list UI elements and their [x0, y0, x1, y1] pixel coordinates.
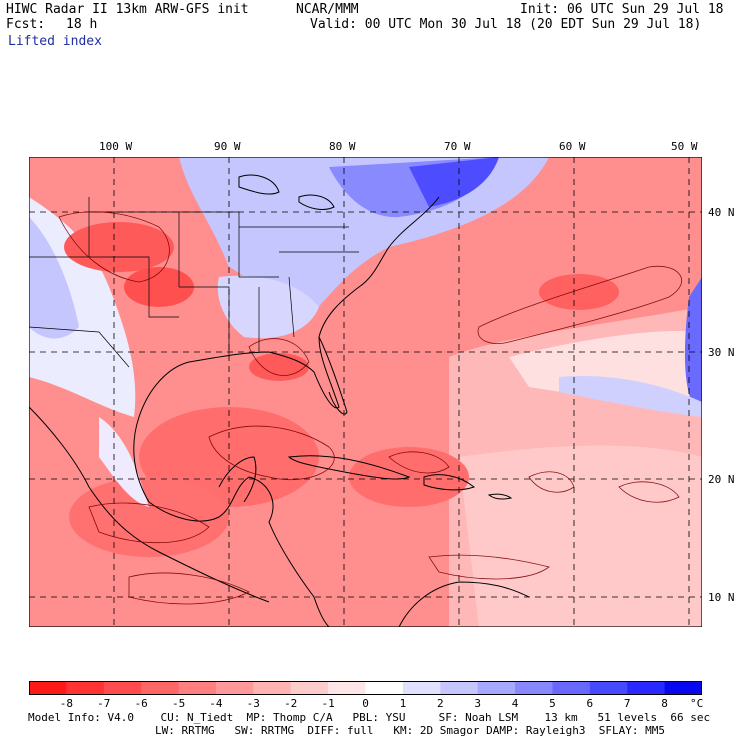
color-bar-segment — [215, 681, 254, 695]
color-bar-segment — [66, 681, 105, 695]
color-bar-segment — [440, 681, 479, 695]
org-label: NCAR/MMM — [296, 2, 359, 17]
color-bar-tick-label: -7 — [97, 697, 111, 710]
color-bar-tick-label: -4 — [209, 697, 223, 710]
color-bar-tick-label: 3 — [474, 697, 481, 710]
color-bar-tick-label: 7 — [623, 697, 631, 710]
color-bar-segment — [477, 681, 516, 695]
color-bar-segment — [290, 681, 329, 695]
color-bar-tick-label: 2 — [436, 697, 444, 710]
state-borders — [29, 197, 359, 368]
color-bar — [29, 681, 702, 695]
color-bar-segment — [589, 681, 628, 695]
lon-label-90w: 90 W — [214, 140, 241, 153]
color-bar-tick-label: 0 — [362, 697, 369, 710]
color-bar-tick-label: 8 — [661, 697, 668, 710]
contour-lines — [58, 211, 682, 605]
lat-label-10n: 10 N — [708, 591, 735, 604]
lifted-index-map — [29, 157, 702, 627]
lon-label-100w: 100 W — [99, 140, 133, 153]
forecast-hour: 18 h — [66, 17, 98, 32]
valid-time: Valid: 00 UTC Mon 30 Jul 18 (20 EDT Sun … — [310, 17, 702, 32]
field-name: Lifted index — [8, 34, 102, 49]
map-title: HIWC Radar II 13km ARW-GFS init — [6, 2, 249, 17]
color-bar-segment — [664, 681, 702, 695]
color-bar-tick-label: -1 — [321, 697, 335, 710]
field-west-blue — [29, 217, 79, 339]
field-atlantic-band — [509, 331, 702, 399]
lon-label-60w: 60 W — [559, 140, 586, 153]
color-bar-segment — [552, 681, 591, 695]
color-bar-tick-label: 6 — [586, 697, 594, 710]
model-info-line-2: LW: RRTMG SW: RRTMG DIFF: full KM: 2D Sm… — [155, 724, 665, 737]
model-info-line-1: Model Info: V4.0 CU: N_Tiedt MP: Thomp C… — [28, 711, 711, 724]
color-bar-segment — [253, 681, 292, 695]
field-southeast-blue — [217, 275, 319, 339]
color-bar-tick-label: -6 — [134, 697, 148, 710]
field-mexico-highland — [99, 417, 149, 507]
field-ozark-red — [124, 267, 194, 307]
field-pacific-red — [69, 477, 229, 557]
color-bar-segment — [515, 681, 553, 695]
color-bar-segment — [365, 681, 404, 695]
color-bar-tick-label: 4 — [511, 697, 519, 710]
lon-label-70w: 70 W — [444, 140, 471, 153]
color-bar-segment — [141, 681, 180, 695]
color-bar-segment — [627, 681, 666, 695]
color-bar-segment — [328, 681, 366, 695]
coastlines — [29, 174, 530, 627]
color-bar-segment — [29, 681, 67, 695]
lat-label-30n: 30 N — [708, 346, 735, 359]
color-bar-tick-label: 5 — [549, 697, 556, 710]
color-bar-tick-label: -8 — [59, 697, 74, 710]
color-bar-tick-label: -2 — [284, 697, 298, 710]
field-plains-red — [64, 222, 174, 272]
lat-label-20n: 20 N — [708, 473, 735, 486]
color-bar-unit: °C — [690, 697, 704, 710]
color-bar-segment — [103, 681, 142, 695]
forecast-label: Fcst: — [6, 17, 46, 32]
color-bar-segment — [178, 681, 217, 695]
color-bar-tick-label: 1 — [399, 697, 407, 710]
init-time: Init: 06 UTC Sun 29 Jul 18 — [520, 2, 724, 17]
color-bar-frame — [29, 681, 702, 695]
lon-label-80w: 80 W — [329, 140, 356, 153]
lat-label-40n: 40 N — [708, 206, 735, 219]
field-gulf-red — [249, 353, 309, 381]
color-bar-tick-label: -3 — [246, 697, 260, 710]
field-west-white — [29, 197, 136, 417]
lon-label-50w: 50 W — [671, 140, 698, 153]
field-stream-blue — [559, 376, 702, 417]
color-bar-tick-label: -5 — [171, 697, 186, 710]
field-new-england — [409, 157, 499, 207]
color-bar-segment — [402, 681, 441, 695]
field-east-light — [459, 445, 702, 627]
field-atlantic-red — [539, 274, 619, 310]
